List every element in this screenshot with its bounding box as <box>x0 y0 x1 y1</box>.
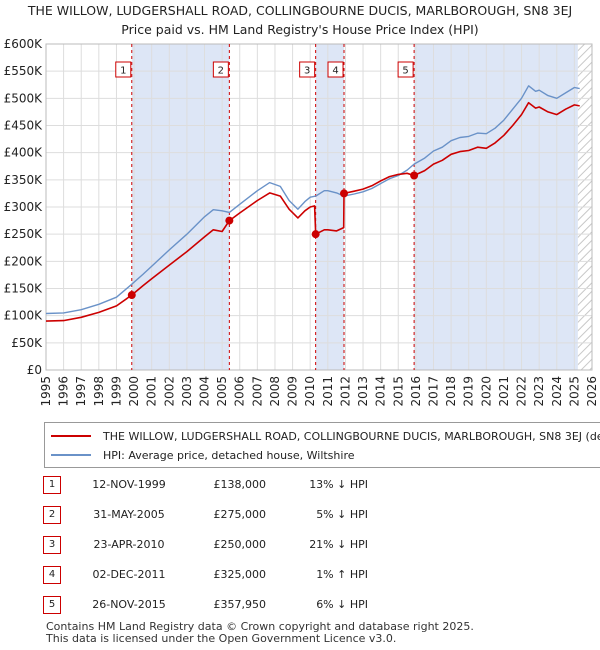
chart-title: THE WILLOW, LUDGERSHALL ROAD, COLLINGBOU… <box>27 3 573 18</box>
x-tick-label: 2008 <box>268 376 282 407</box>
transaction-hpi-diff: 5% ↓ HPI <box>316 508 368 521</box>
x-tick-label: 2023 <box>532 376 546 407</box>
x-tick-label: 2006 <box>233 376 247 407</box>
x-tick-label: 2020 <box>479 376 493 407</box>
legend-swatch-property <box>51 435 91 437</box>
transaction-label-box <box>397 61 414 78</box>
legend-item-property: THE WILLOW, LUDGERSHALL ROAD, COLLINGBOU… <box>51 428 600 444</box>
transaction-label: 3 <box>304 66 310 77</box>
transaction-date: 31-MAY-2005 <box>93 508 165 521</box>
x-tick-label: 2001 <box>145 376 159 407</box>
y-tick-label: £100K <box>4 309 44 323</box>
chart-subtitle: Price paid vs. HM Land Registry's House … <box>121 22 479 37</box>
x-tick-label: 2014 <box>374 376 388 407</box>
y-tick-label: £450K <box>4 119 44 133</box>
y-tick-label: £300K <box>4 200 44 214</box>
table-row: 1 12-NOV-1999 £138,000 13% ↓ HPI <box>0 476 600 496</box>
table-row: 2 31-MAY-2005 £275,000 5% ↓ HPI <box>0 506 600 526</box>
table-row: 3 23-APR-2010 £250,000 21% ↓ HPI <box>0 536 600 556</box>
x-tick-label: 2007 <box>250 376 264 407</box>
x-tick-label: 2026 <box>585 376 599 407</box>
transaction-point <box>311 230 320 239</box>
transaction-label: 5 <box>402 66 408 77</box>
legend-label-property: THE WILLOW, LUDGERSHALL ROAD, COLLINGBOU… <box>103 429 600 443</box>
series-line-hpi <box>45 85 580 315</box>
y-tick-label: £50K <box>11 336 43 350</box>
x-tick-label: 2021 <box>497 376 511 407</box>
transaction-number-badge: 4 <box>43 566 61 584</box>
transaction-label-box <box>299 61 316 78</box>
x-tick-label: 2010 <box>303 376 317 407</box>
x-tick-label: 2011 <box>321 376 335 407</box>
y-tick-label: £550K <box>4 64 44 78</box>
transaction-label-box <box>327 61 344 78</box>
x-tick-label: 1999 <box>109 376 123 407</box>
x-tick-label: 2000 <box>127 376 141 407</box>
transaction-date: 26-NOV-2015 <box>92 598 166 611</box>
transaction-price: £138,000 <box>213 478 267 491</box>
x-tick-label: 2025 <box>567 376 581 407</box>
table-row: 4 02-DEC-2011 £325,000 1% ↑ HPI <box>0 566 600 586</box>
x-tick-label: 2004 <box>198 376 212 407</box>
x-tick-label: 2022 <box>515 376 529 407</box>
transaction-hpi-diff: 1% ↑ HPI <box>316 568 368 581</box>
x-tick-label: 2009 <box>286 376 300 407</box>
price-chart: 1 2 3 4 5 £0 £50K £100K £150K £200K £250K £300K £35… <box>4 37 599 407</box>
y-tick-label: £150K <box>4 282 44 296</box>
transaction-price: £325,000 <box>213 568 267 581</box>
x-tick-label: 2019 <box>462 376 476 407</box>
transaction-price: £250,000 <box>213 538 267 551</box>
x-tick-label: 2024 <box>550 376 564 407</box>
y-tick-label: £200K <box>4 254 44 268</box>
transaction-price: £357,950 <box>213 598 267 611</box>
transaction-number-badge: 3 <box>43 536 61 554</box>
y-tick-label: £250K <box>4 227 44 241</box>
x-tick-label: 2018 <box>444 376 458 407</box>
x-tick-label: 2013 <box>356 376 370 407</box>
y-tick-label: £600K <box>4 37 44 51</box>
transaction-label: 1 <box>120 66 126 77</box>
transaction-label: 4 <box>332 66 338 77</box>
x-tick-label: 1997 <box>74 376 88 407</box>
transaction-point <box>410 171 419 180</box>
transaction-label: 2 <box>218 66 224 77</box>
legend-swatch-hpi <box>51 454 91 456</box>
x-tick-label: 2016 <box>409 376 423 407</box>
transaction-date: 02-DEC-2011 <box>92 568 166 581</box>
y-tick-label: £500K <box>4 91 44 105</box>
chart-legend: THE WILLOW, LUDGERSHALL ROAD, COLLINGBOU… <box>44 422 600 468</box>
transaction-date: 12-NOV-1999 <box>92 478 166 491</box>
x-tick-label: 2015 <box>391 376 405 407</box>
legend-label-hpi: HPI: Average price, detached house, Wilt… <box>103 448 355 462</box>
legend-item-hpi: HPI: Average price, detached house, Wilt… <box>51 447 355 463</box>
x-tick-label: 2012 <box>338 376 352 407</box>
x-tick-label: 2002 <box>162 376 176 407</box>
transaction-label-box <box>115 61 132 78</box>
x-tick-label: 1998 <box>92 376 106 407</box>
x-tick-label: 2005 <box>215 376 229 407</box>
transaction-number-badge: 5 <box>43 596 61 614</box>
transaction-label-box <box>212 61 229 78</box>
transaction-point <box>127 291 136 300</box>
transaction-number-badge: 2 <box>43 506 61 524</box>
x-tick-label: 2017 <box>426 376 440 407</box>
table-row: 5 26-NOV-2015 £357,950 6% ↓ HPI <box>0 596 600 616</box>
x-tick-label: 2003 <box>180 376 194 407</box>
transaction-point <box>225 216 234 225</box>
transaction-number-badge: 1 <box>43 476 61 494</box>
x-tick-label: 1995 <box>39 376 53 407</box>
transaction-hpi-diff: 6% ↓ HPI <box>316 598 368 611</box>
y-tick-label: £400K <box>4 146 44 160</box>
x-tick-label: 1996 <box>57 376 71 407</box>
transaction-date: 23-APR-2010 <box>93 538 165 551</box>
transaction-hpi-diff: 13% ↓ HPI <box>309 478 368 491</box>
footer-copyright: Contains HM Land Registry data © Crown c… <box>46 620 474 633</box>
y-tick-label: £0 <box>27 363 42 377</box>
transaction-hpi-diff: 21% ↓ HPI <box>309 538 368 551</box>
y-tick-label: £350K <box>4 173 44 187</box>
footer-licence: This data is licensed under the Open Gov… <box>46 632 397 645</box>
transaction-point <box>340 189 349 198</box>
transaction-price: £275,000 <box>213 508 267 521</box>
plot-border <box>45 43 593 371</box>
